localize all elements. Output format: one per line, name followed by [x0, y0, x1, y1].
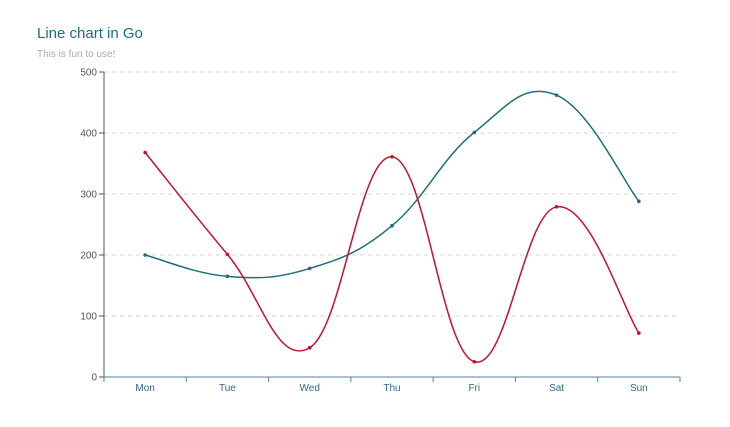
data-point: [143, 150, 147, 155]
y-tick-label: 100: [80, 312, 97, 323]
data-point: [637, 199, 641, 204]
y-tick-label: 300: [80, 190, 97, 201]
data-point: [554, 205, 559, 209]
data-point: [472, 359, 477, 364]
y-tick-label: 200: [80, 251, 97, 262]
series-line-2: [144, 152, 640, 363]
data-point: [307, 345, 312, 350]
data-point: [637, 331, 641, 335]
y-axis: 0 100 200 300 400 500: [80, 68, 105, 384]
data-point: [225, 252, 230, 257]
data-point: [554, 93, 559, 97]
series-line-1: [144, 90, 640, 279]
data-point: [307, 266, 312, 271]
y-tick-label: 500: [80, 68, 97, 79]
x-tick-label: Fri: [468, 383, 480, 394]
y-tick-label: 400: [80, 129, 97, 140]
x-tick-label: Sat: [549, 383, 564, 394]
grid-lines: [104, 71, 680, 317]
series-group: [143, 90, 641, 364]
x-tick-label: Sun: [630, 383, 648, 394]
chart-title: Line chart in Go: [37, 25, 143, 42]
y-tick-label: 0: [91, 373, 97, 384]
data-point: [472, 130, 477, 135]
chart-subtitle: This is fun to use!: [37, 49, 116, 60]
data-point: [143, 253, 147, 257]
x-tick-label: Mon: [135, 383, 154, 394]
data-point: [225, 274, 230, 279]
x-tick-label: Wed: [300, 383, 320, 394]
x-tick-label: Tue: [219, 383, 236, 394]
data-point: [390, 154, 394, 159]
x-axis: Mon Tue Wed Thu Fri Sat Sun: [103, 376, 681, 394]
x-tick-label: Thu: [383, 383, 400, 394]
data-point: [390, 223, 394, 228]
